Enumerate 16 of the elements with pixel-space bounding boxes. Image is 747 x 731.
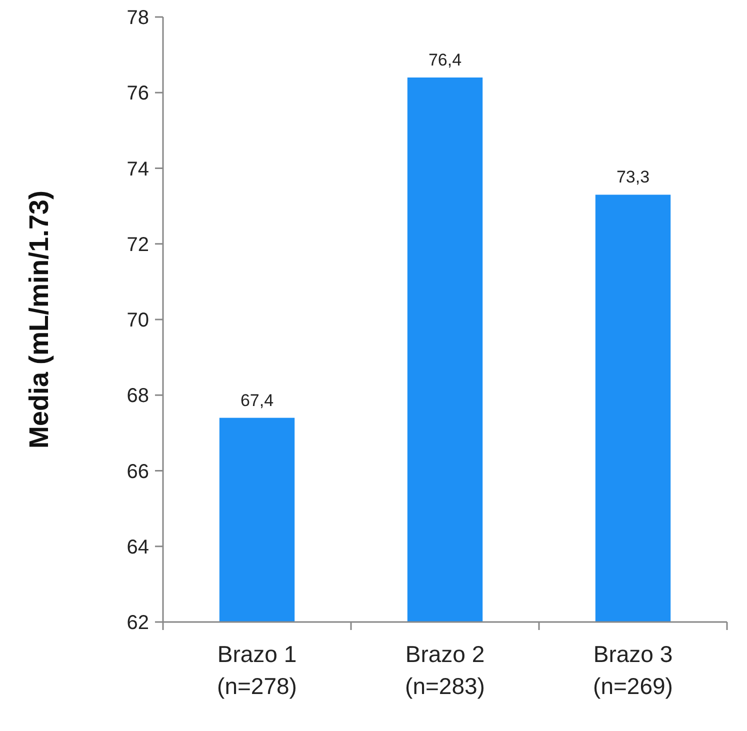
y-tick-label: 78 xyxy=(126,7,149,29)
y-tick-label: 68 xyxy=(126,385,149,408)
y-tick-label: 74 xyxy=(126,158,149,180)
data-label: 67,4 xyxy=(240,390,274,410)
data-label: 73,3 xyxy=(616,168,650,187)
y-tick-label: 76 xyxy=(126,82,149,105)
y-tick-label: 72 xyxy=(126,234,149,256)
y-tick-label: 70 xyxy=(126,310,149,332)
y-tick-label: 64 xyxy=(126,536,149,558)
x-tick-label: Brazo 1 (n=278) xyxy=(217,641,297,699)
x-tick-label: Brazo 3 (n=269) xyxy=(593,641,673,699)
y-axis-title: Media (mL/min/1.73) xyxy=(24,190,54,449)
y-tick-label: 66 xyxy=(126,460,149,483)
y-tick-label: 62 xyxy=(126,612,149,634)
x-tick-label: Brazo 2 (n=283) xyxy=(405,641,485,699)
data-label: 76,4 xyxy=(428,50,462,70)
